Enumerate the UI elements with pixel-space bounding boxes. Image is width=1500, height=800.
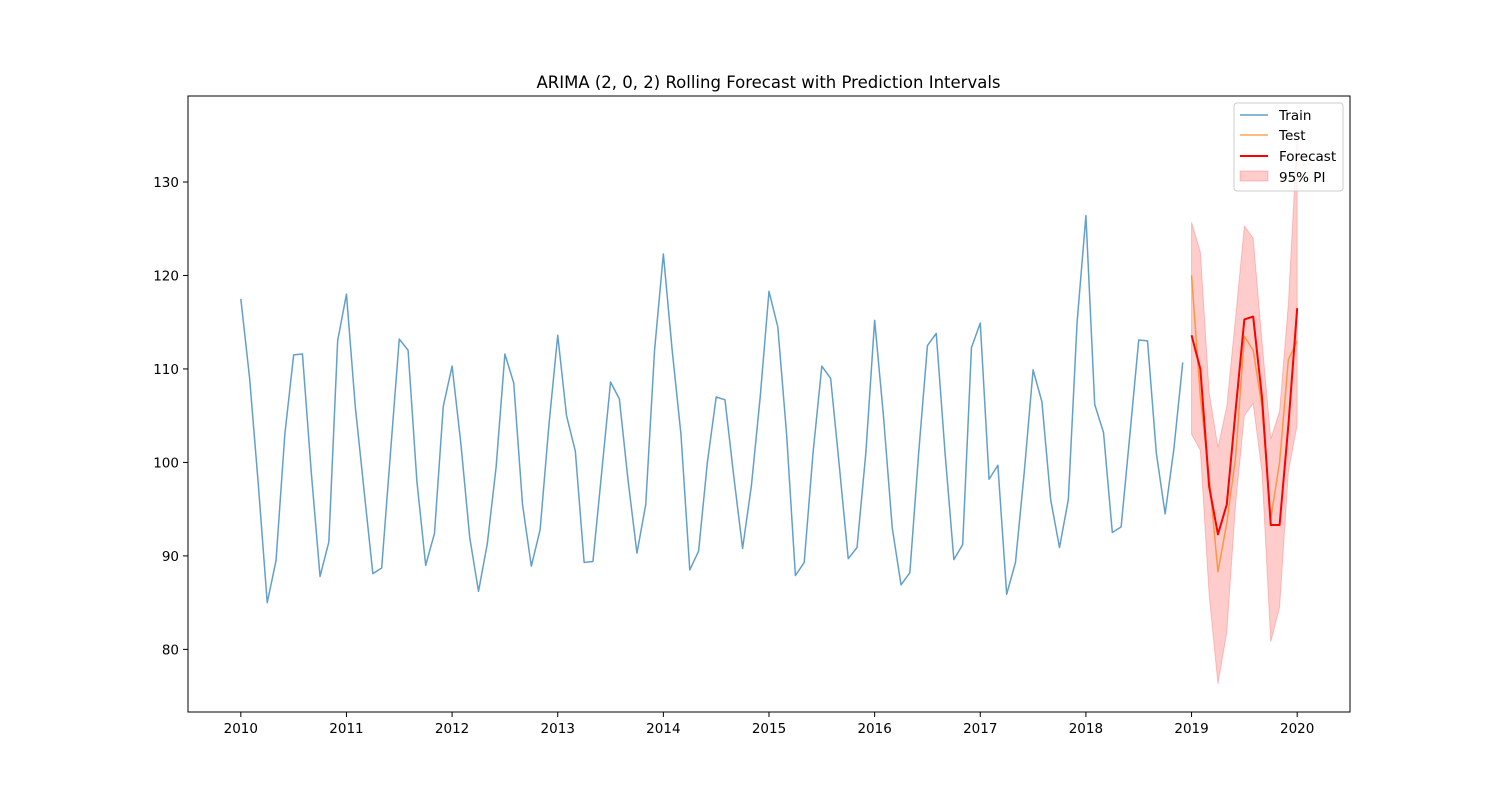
x-tick-label: 2018 <box>1069 721 1103 737</box>
x-tick-label: 2012 <box>435 721 469 737</box>
y-tick-label: 90 <box>162 549 179 565</box>
legend: Train Test Forecast 95% PI <box>1233 102 1344 192</box>
prediction-interval-band <box>1191 135 1298 685</box>
legend-label-forecast: Forecast <box>1279 149 1336 165</box>
x-tick-label: 2010 <box>224 721 258 737</box>
x-tick-label: 2020 <box>1280 721 1314 737</box>
series-lines-layer <box>240 214 1299 604</box>
y-axis: 80 90 100 110 120 130 <box>153 175 188 658</box>
x-axis: 2010 2011 2012 2013 2014 2015 2016 2017 2018 2019… <box>224 712 1314 737</box>
prediction-interval-layer <box>1191 135 1298 685</box>
legend-swatch-pi <box>1239 170 1269 182</box>
y-tick-label: 120 <box>153 268 179 284</box>
legend-label-train: Train <box>1278 108 1311 124</box>
x-tick-label: 2015 <box>752 721 786 737</box>
legend-label-pi: 95% PI <box>1279 170 1325 186</box>
series-line-train <box>240 214 1184 604</box>
x-tick-label: 2017 <box>963 721 997 737</box>
y-tick-label: 130 <box>153 175 179 191</box>
legend-label-test: Test <box>1278 128 1306 144</box>
chart-title: ARIMA (2, 0, 2) Rolling Forecast with Pr… <box>536 73 1000 92</box>
y-tick-label: 100 <box>153 455 179 471</box>
x-tick-label: 2011 <box>329 721 363 737</box>
x-tick-label: 2014 <box>646 721 680 737</box>
y-tick-label: 80 <box>162 642 179 658</box>
series-line-forecast <box>1190 308 1299 536</box>
x-tick-label: 2019 <box>1174 721 1208 737</box>
legend-frame <box>1233 102 1344 192</box>
x-tick-label: 2013 <box>541 721 575 737</box>
y-tick-label: 110 <box>153 362 179 378</box>
x-tick-label: 2016 <box>857 721 891 737</box>
